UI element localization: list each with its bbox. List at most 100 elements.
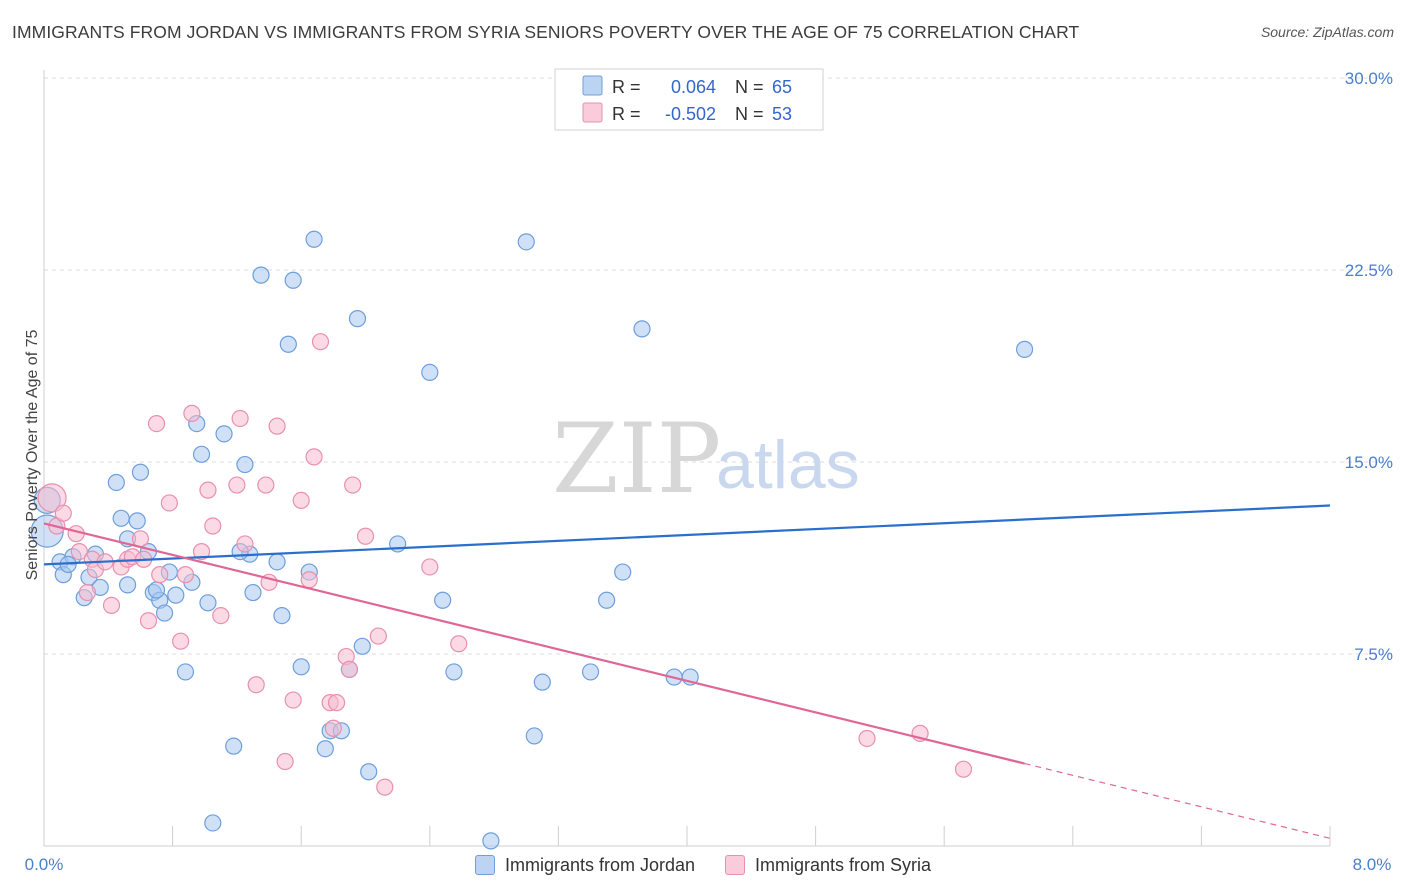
legend-swatch-jordan — [582, 75, 603, 96]
data-point-jordan — [517, 233, 535, 251]
data-point-syria — [212, 606, 230, 625]
data-point-jordan — [614, 563, 632, 581]
chart-title: IMMIGRANTS FROM JORDAN VS IMMIGRANTS FRO… — [12, 22, 1080, 42]
data-point-jordan — [252, 266, 270, 284]
watermark-zip: ZIP — [552, 403, 721, 515]
series-jordan-points — [30, 230, 1034, 850]
legend-r-value-jordan: 0.064 — [671, 77, 716, 97]
data-point-syria — [236, 535, 254, 553]
data-point-jordan — [273, 606, 291, 625]
trend-lines — [43, 504, 1331, 839]
data-point-syria — [102, 596, 121, 614]
data-point-jordan — [633, 320, 651, 338]
trend-line-jordan — [43, 504, 1331, 566]
data-point-syria — [147, 415, 166, 433]
bottom-legend-syria: Immigrants from Syria — [725, 855, 931, 876]
data-point-jordan — [199, 594, 217, 612]
data-point-syria — [356, 527, 375, 545]
y-axis-label: Seniors Poverty Over the Age of 75 — [24, 330, 41, 581]
data-point-jordan — [348, 310, 367, 328]
data-point-syria — [172, 632, 190, 650]
x-tick-label-max: 8.0% — [1353, 855, 1392, 874]
data-point-syria — [151, 566, 169, 584]
data-point-syria — [176, 566, 195, 584]
legend-n-value-syria: 53 — [772, 104, 792, 124]
data-point-jordan — [128, 512, 146, 530]
data-point-jordan — [167, 586, 185, 604]
data-point-jordan — [533, 673, 551, 691]
data-point-jordan — [268, 553, 286, 571]
data-point-syria — [344, 476, 362, 494]
data-point-syria — [231, 409, 249, 428]
data-point-jordan — [598, 591, 616, 609]
data-point-jordan — [581, 663, 600, 681]
watermark-atlas: atlas — [716, 427, 860, 503]
data-point-syria — [300, 571, 318, 589]
series-syria-points — [37, 333, 973, 796]
data-point-syria — [139, 612, 158, 630]
correlation-legend: R = 0.064 N = 65 R = -0.502 N = 53 — [554, 68, 824, 131]
data-point-jordan — [445, 663, 463, 681]
legend-n-label-jordan: N = — [735, 77, 764, 97]
legend-n-label-syria: N = — [735, 104, 764, 124]
data-point-jordan — [112, 509, 130, 527]
data-point-syria — [858, 729, 876, 748]
data-point-syria — [183, 404, 201, 422]
data-point-jordan — [118, 576, 137, 594]
data-point-jordan — [176, 663, 195, 681]
data-point-jordan — [236, 455, 254, 474]
y-tick-label: 7.5% — [1354, 645, 1393, 664]
data-point-jordan — [292, 658, 310, 676]
data-point-syria — [204, 517, 222, 535]
data-point-syria — [305, 448, 323, 466]
grid-lines — [44, 77, 1395, 655]
data-point-jordan — [147, 581, 166, 599]
data-point-syria — [327, 694, 346, 712]
bottom-legend-swatch-syria — [725, 855, 746, 875]
data-point-jordan — [204, 814, 222, 832]
data-point-jordan — [525, 727, 543, 745]
bottom-legend-jordan: Immigrants from Jordan — [474, 854, 696, 876]
data-point-syria — [131, 530, 150, 548]
data-point-syria — [369, 627, 387, 645]
data-point-syria — [70, 542, 88, 561]
data-point-syria — [340, 660, 359, 678]
data-point-jordan — [360, 763, 378, 781]
x-ticks — [43, 826, 1331, 846]
bottom-legend-label-syria: Immigrants from Syria — [755, 854, 932, 875]
data-point-syria — [257, 476, 275, 494]
y-tick-label: 22.5% — [1345, 261, 1393, 280]
y-tick-label: 30.0% — [1345, 69, 1393, 88]
data-point-syria — [199, 481, 217, 499]
y-tick-labels: 7.5% 15.0% 22.5% 30.0% — [1345, 69, 1393, 664]
data-point-syria — [192, 542, 211, 561]
bottom-legend-label-jordan: Immigrants from Jordan — [504, 854, 696, 875]
data-point-jordan — [353, 637, 371, 655]
data-point-syria — [292, 491, 310, 509]
data-point-jordan — [434, 591, 452, 609]
x-tick-label-min: 0.0% — [25, 855, 64, 874]
bottom-legend-swatch-jordan — [474, 855, 495, 875]
y-tick-label: 15.0% — [1345, 453, 1393, 472]
source-label: Source: ZipAtlas.com — [1260, 24, 1394, 40]
data-point-syria — [160, 494, 178, 512]
data-point-jordan — [284, 271, 302, 289]
bottom-legend: Immigrants from Jordan Immigrants from S… — [0, 852, 1406, 878]
data-point-syria — [324, 719, 342, 737]
trend-line-syria — [43, 522, 1025, 765]
data-point-jordan — [225, 737, 243, 755]
data-point-syria — [247, 676, 265, 694]
data-point-jordan — [155, 604, 174, 622]
data-point-jordan — [107, 473, 125, 492]
data-point-jordan — [215, 425, 233, 443]
legend-n-value-jordan: 65 — [772, 77, 792, 97]
data-point-jordan — [279, 335, 297, 353]
legend-r-label-syria: R = — [612, 104, 641, 124]
data-point-syria — [268, 417, 286, 435]
data-point-syria — [54, 504, 72, 522]
data-point-jordan — [421, 363, 439, 381]
data-point-syria — [37, 483, 67, 513]
data-point-syria — [421, 558, 439, 576]
legend-swatch-syria — [582, 102, 603, 123]
